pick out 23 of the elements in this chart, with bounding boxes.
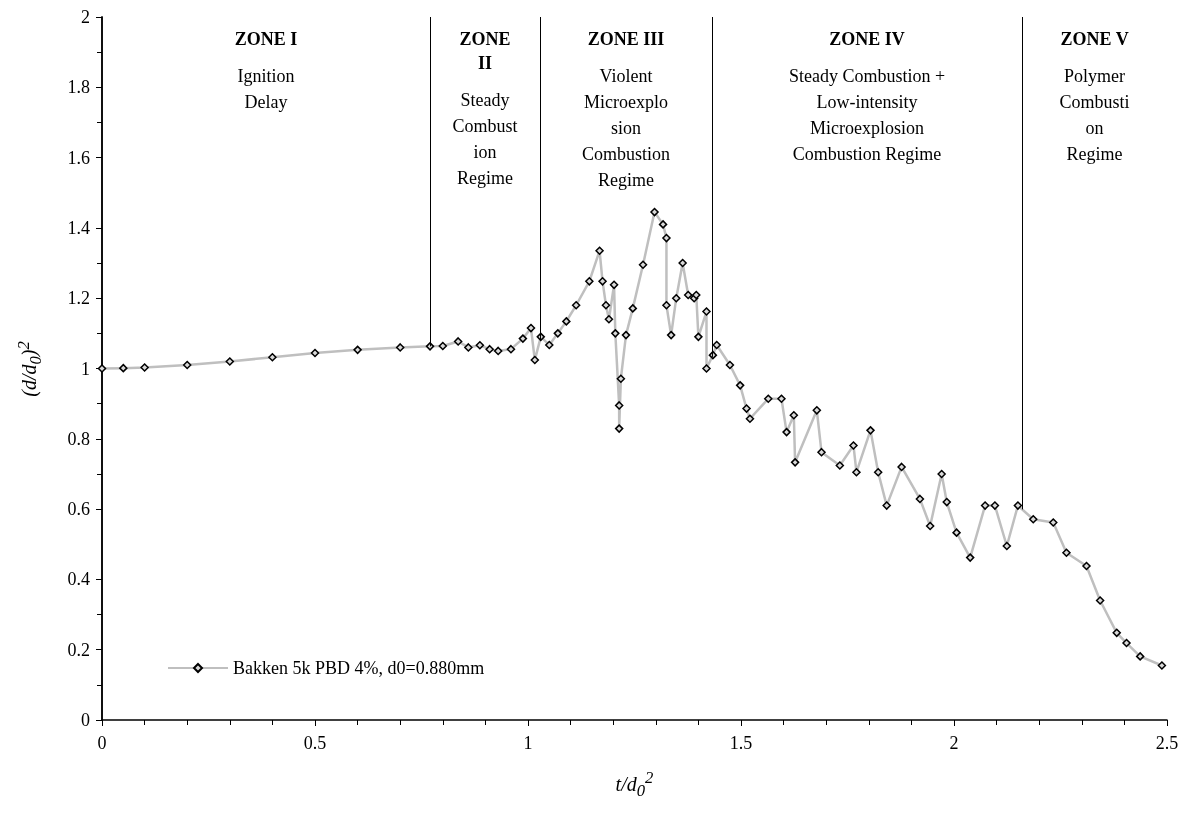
x-tick-label: 0.5	[303, 733, 327, 753]
x-tick-label: 2	[949, 733, 959, 753]
annotation: ZONE III Violent Microexplo sion Combustion Regime	[581, 29, 670, 190]
x-tick-label: 1.5	[729, 733, 753, 753]
y-tick-label: 1.6	[67, 147, 90, 168]
x-tick-label: 2.5	[1155, 733, 1179, 753]
y-tick-label: 0.8	[67, 428, 90, 449]
y-tick-label: 2	[81, 7, 90, 27]
y-tick-label: 1.8	[67, 77, 90, 98]
annotation: ZONE V Polymer Combusti on Regime	[1059, 29, 1130, 164]
y-tick-label: 0.2	[67, 639, 90, 660]
y-tick-label: 0	[81, 710, 90, 730]
annotation: ZONE I Ignition Delay	[234, 29, 298, 112]
y-tick-label: 0.6	[67, 499, 90, 520]
x-tick-label: 0	[97, 733, 107, 753]
x-tick-label: 1	[523, 733, 533, 753]
annotation: ZONE IV Steady Combustion + Low-intensity Microexplosion Combustion Regime	[789, 29, 946, 164]
legend-label: Bakken 5k PBD 4%, d0=0.880mm	[233, 658, 485, 678]
y-tick-label: 1	[81, 358, 90, 379]
annotation: ZONE II Steady Combust ion Regime	[452, 29, 518, 188]
y-tick-label: 1.2	[67, 288, 90, 309]
y-tick-label: 0.4	[67, 569, 90, 590]
y-tick-label: 1.4	[67, 217, 90, 238]
